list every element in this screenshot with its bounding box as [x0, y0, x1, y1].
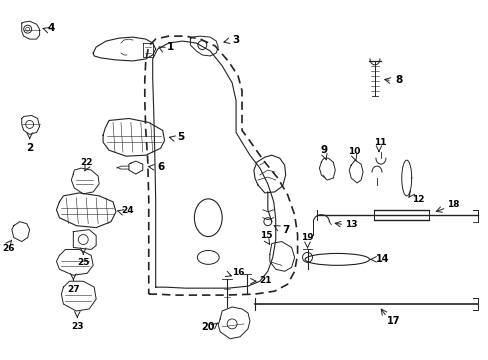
Text: 6: 6 [157, 162, 164, 172]
Text: 26: 26 [2, 244, 15, 253]
Text: 20: 20 [201, 322, 215, 332]
Text: 2: 2 [26, 143, 33, 153]
Text: 27: 27 [67, 285, 80, 294]
Text: 16: 16 [231, 268, 244, 277]
Text: 25: 25 [77, 258, 89, 267]
Text: 14: 14 [375, 255, 389, 264]
Text: 7: 7 [282, 225, 289, 235]
Text: 19: 19 [301, 233, 313, 242]
Text: 9: 9 [320, 145, 327, 155]
Text: 22: 22 [80, 158, 92, 167]
Text: 10: 10 [347, 147, 360, 156]
Text: 12: 12 [411, 195, 424, 204]
Text: 23: 23 [71, 322, 83, 331]
Text: 1: 1 [166, 42, 174, 52]
Text: 15: 15 [259, 231, 271, 240]
Text: 13: 13 [344, 220, 357, 229]
Text: 5: 5 [177, 132, 184, 142]
Text: 24: 24 [122, 206, 134, 215]
Text: 3: 3 [232, 35, 239, 45]
Text: 11: 11 [373, 138, 386, 147]
Text: 18: 18 [446, 200, 459, 209]
Text: 4: 4 [48, 23, 55, 33]
Text: 21: 21 [259, 276, 271, 285]
Text: 17: 17 [386, 316, 400, 326]
Text: 8: 8 [394, 75, 402, 85]
